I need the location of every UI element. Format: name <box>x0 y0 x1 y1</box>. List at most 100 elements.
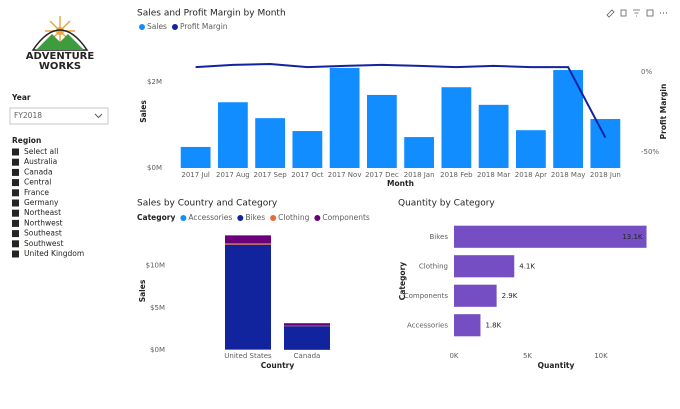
checkbox[interactable] <box>12 219 19 227</box>
region-item: Australia <box>24 157 57 166</box>
y-tick-label: Clothing <box>419 262 448 270</box>
bar <box>404 137 435 168</box>
data-label: 1.8K <box>485 321 501 329</box>
checkbox[interactable] <box>12 189 19 197</box>
legend-label: Components <box>322 213 370 222</box>
bar <box>255 118 286 168</box>
checkbox[interactable] <box>12 209 19 217</box>
legend-marker <box>139 24 145 30</box>
region-item: France <box>24 188 49 197</box>
logo-text: WORKS <box>39 61 81 72</box>
region-item: Central <box>24 178 51 187</box>
data-label: 2.9K <box>502 292 518 300</box>
bar <box>454 284 497 307</box>
legend-marker <box>270 215 277 221</box>
data-label: 13.1K <box>622 233 643 241</box>
legend-marker <box>171 24 178 30</box>
y-tick-label: $5M <box>150 304 165 312</box>
slicer-title: Region <box>12 136 41 145</box>
bar <box>454 225 647 248</box>
focus-icon[interactable] <box>646 9 654 17</box>
dropdown-value: FY2018 <box>14 111 42 120</box>
axis-title: Category <box>398 262 407 300</box>
bar-segment <box>224 243 272 245</box>
checkbox[interactable] <box>12 148 19 156</box>
legend-marker <box>314 215 321 221</box>
y-tick-label: $10M <box>146 262 165 270</box>
x-tick-label: 2017 Aug <box>216 171 250 179</box>
chart-title: Sales and Profit Margin by Month <box>137 9 286 19</box>
logo-text: ADVENTURE <box>26 51 95 62</box>
checkbox[interactable] <box>12 158 19 166</box>
axis-title: Country <box>261 361 295 370</box>
region-item: Select all <box>24 147 58 156</box>
copy-icon[interactable] <box>620 9 627 17</box>
legend-label: Sales <box>147 22 167 31</box>
legend-label: Profit Margin <box>180 22 228 31</box>
y-tick-label: Accessories <box>407 321 448 329</box>
x-tick-label: 0K <box>449 352 458 360</box>
x-tick-label: Canada <box>294 352 321 360</box>
slicer-title: Year <box>11 93 31 102</box>
bar <box>366 94 397 168</box>
region-item: Northeast <box>24 208 61 217</box>
checkbox[interactable] <box>12 250 19 258</box>
legend-title: Category <box>137 213 175 222</box>
x-tick-label: 2018 Mar <box>477 171 510 179</box>
y-tick-label: Components <box>404 292 449 300</box>
axis-title: Profit Margin <box>659 84 668 140</box>
x-tick-label: 2017 Dec <box>365 171 399 179</box>
x-tick-label: 2017 Nov <box>328 171 362 179</box>
x-tick-label: 2018 May <box>551 171 586 179</box>
y-tick-label: $0M <box>147 164 162 172</box>
bar <box>454 255 515 278</box>
chart-title: Sales by Country and Category <box>137 199 278 209</box>
bar-segment <box>224 244 272 350</box>
x-tick-label: 2017 Sep <box>254 171 288 179</box>
region-item: Southeast <box>24 229 62 238</box>
legend-label: Accessories <box>188 213 232 222</box>
bar <box>590 119 621 168</box>
logo-sun-core <box>56 27 64 35</box>
legend-marker <box>180 215 187 221</box>
bar <box>329 67 360 168</box>
legend-label: Bikes <box>245 213 265 222</box>
bar <box>478 104 509 168</box>
dropdown-chevron <box>94 113 103 119</box>
logo: ADVENTURE WORKS <box>26 16 95 72</box>
bar-segment <box>224 235 272 244</box>
bar <box>292 131 323 168</box>
dropdown[interactable] <box>9 107 109 125</box>
y-tick-label: Bikes <box>429 233 448 241</box>
pin-icon[interactable] <box>606 9 615 18</box>
x-tick-label: 10K <box>594 352 608 360</box>
visual-header-icons <box>606 9 667 18</box>
axis-title: Sales <box>139 100 148 123</box>
checkbox[interactable] <box>12 199 19 207</box>
legend-label: Clothing <box>278 213 309 222</box>
bar <box>441 87 472 168</box>
region-item: United Kingdom <box>24 249 84 258</box>
bar-segment <box>283 323 331 326</box>
bar <box>515 130 546 168</box>
bar-segment <box>224 349 272 350</box>
filter-icon[interactable] <box>633 9 640 17</box>
x-tick-label: 2017 Oct <box>291 171 323 179</box>
legend-marker <box>237 215 244 221</box>
checkbox[interactable] <box>12 179 19 187</box>
checkbox[interactable] <box>12 230 19 238</box>
logo-arc <box>31 29 89 51</box>
checkbox[interactable] <box>12 240 19 248</box>
checkbox[interactable] <box>12 168 19 176</box>
y2-tick-label: -50% <box>641 148 659 156</box>
axis-title: Sales <box>138 279 147 302</box>
axis-title: Quantity <box>538 361 575 370</box>
chart-title: Quantity by Category <box>398 199 495 209</box>
region-item: Germany <box>24 198 59 207</box>
y-tick-label: $0M <box>150 346 165 354</box>
logo-mountain <box>36 34 84 50</box>
x-tick-label: 2017 Jul <box>181 171 210 179</box>
